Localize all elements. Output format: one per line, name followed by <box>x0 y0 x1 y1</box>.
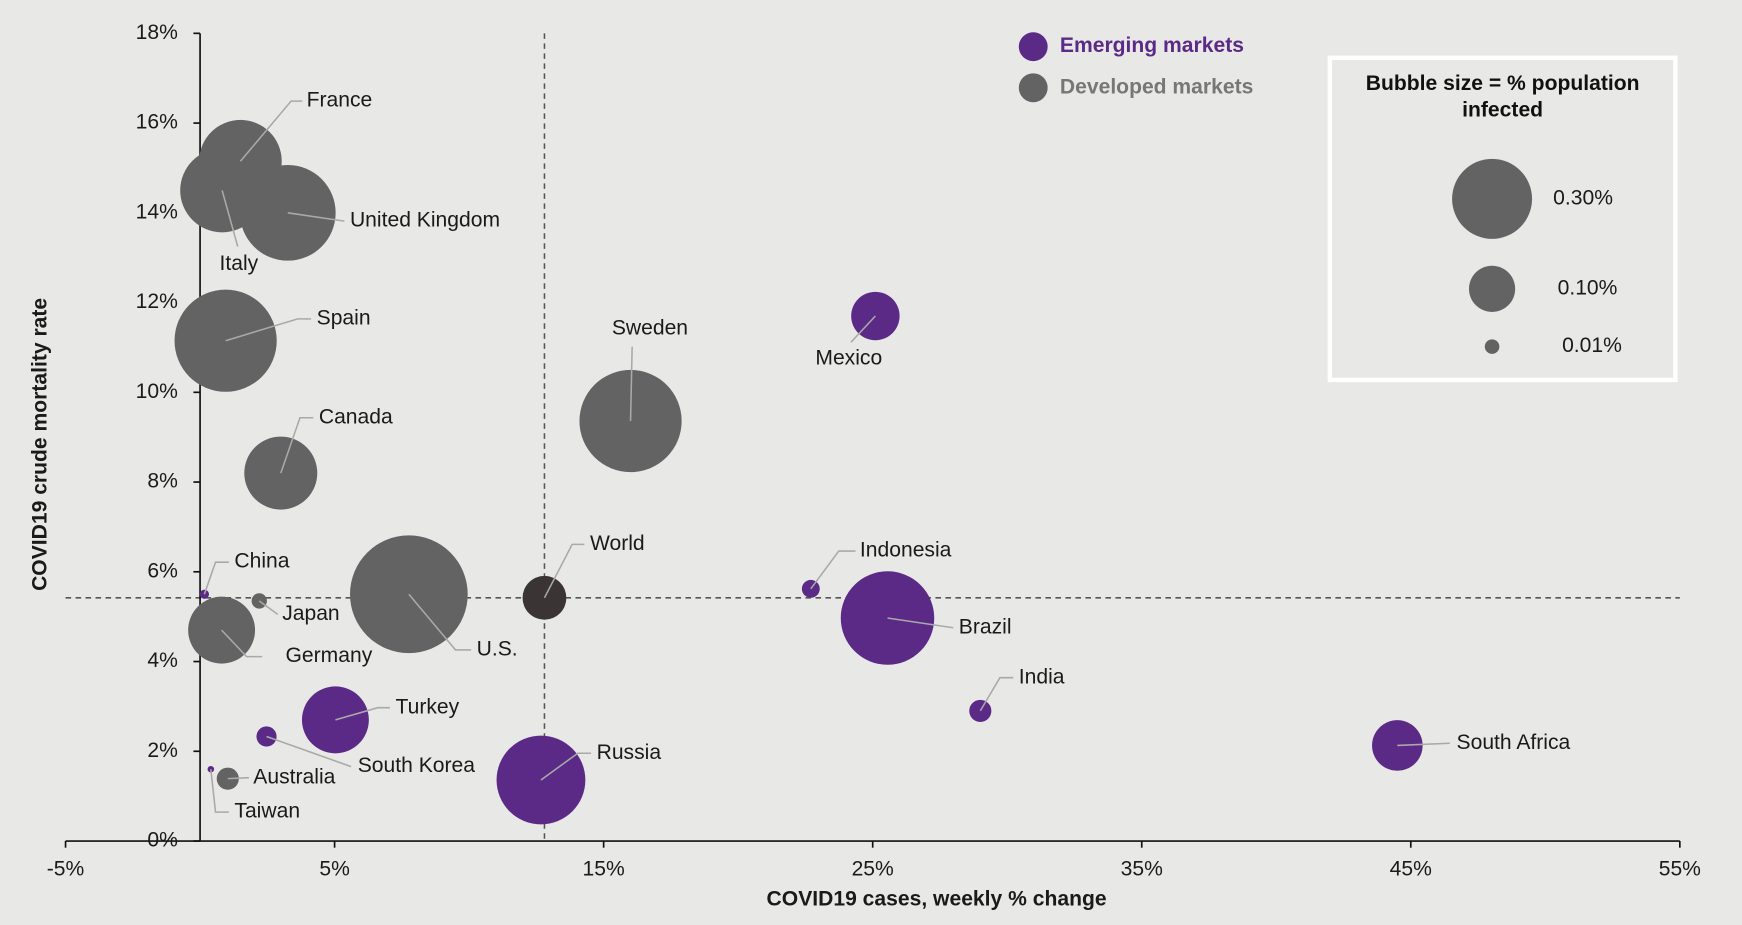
legend-marker <box>1018 32 1048 62</box>
y-tick-label: 4% <box>147 649 178 672</box>
leader-line <box>203 561 229 595</box>
bubble <box>244 436 318 510</box>
data-label: Germany <box>286 644 373 667</box>
data-label: Canada <box>319 405 393 428</box>
data-label: Indonesia <box>860 539 952 562</box>
size-legend-title: Bubble size = % population infected <box>1365 72 1640 123</box>
y-tick-label: 12% <box>136 290 178 313</box>
data-label: Taiwan <box>234 800 300 823</box>
leader-line <box>210 769 229 813</box>
data-label: Australia <box>253 765 335 788</box>
data-label: Brazil <box>959 615 1012 638</box>
data-label: Sweden <box>612 316 688 339</box>
y-tick-label: 14% <box>136 200 178 223</box>
bubble <box>199 589 209 599</box>
size-legend-bubble <box>1468 265 1516 312</box>
x-tick-label: 55% <box>1659 857 1701 880</box>
data-label: U.S. <box>477 638 518 661</box>
data-label: Spain <box>317 306 371 329</box>
leader-line <box>810 550 856 590</box>
y-tick-label: 10% <box>136 380 178 403</box>
size-legend-bubble <box>1484 339 1500 354</box>
leader-line <box>227 776 249 780</box>
size-legend-bubble <box>1452 158 1533 239</box>
y-tick-label: 18% <box>136 21 178 44</box>
leader-line <box>979 676 1014 712</box>
bubble <box>522 575 567 620</box>
data-label: World <box>590 532 645 555</box>
data-label: Turkey <box>396 695 460 718</box>
data-label: France <box>307 89 373 112</box>
bubble <box>174 289 277 392</box>
size-legend-label: 0.01% <box>1562 334 1622 357</box>
leader-line <box>287 212 345 222</box>
leader-line <box>266 735 352 768</box>
leader-line <box>221 629 263 658</box>
data-label: Japan <box>282 602 339 625</box>
y-axis-title: COVID19 crude mortality rate <box>29 298 52 591</box>
y-tick-label: 2% <box>147 739 178 762</box>
leader-line <box>225 318 312 342</box>
x-tick-label: 45% <box>1390 857 1432 880</box>
bubble <box>188 596 256 664</box>
leader-line <box>408 593 472 651</box>
y-tick-label: 16% <box>136 111 178 134</box>
size-legend-box <box>1327 55 1678 383</box>
plot: COVID19 cases, weekly % change COVID19 c… <box>29 21 1701 911</box>
size-legend-title-box: Bubble size = % population infected <box>1365 72 1640 123</box>
data-label: India <box>1019 665 1065 688</box>
x-tick-label: 15% <box>583 857 625 880</box>
leader-line <box>1397 742 1450 747</box>
data-label: South Africa <box>1457 731 1571 754</box>
y-tick-label: 6% <box>147 559 178 582</box>
leader-line <box>239 100 303 162</box>
data-label: Russia <box>597 741 662 764</box>
leader-line <box>258 600 279 616</box>
leader-line <box>850 315 876 343</box>
x-tick-label: 25% <box>852 857 894 880</box>
x-axis-title: COVID19 cases, weekly % change <box>767 887 1107 910</box>
legend-label: Developed markets <box>1060 75 1253 98</box>
legend-marker <box>1018 73 1048 103</box>
x-tick-label: 5% <box>319 857 350 880</box>
leader-line <box>280 416 314 474</box>
y-tick-label: 8% <box>147 470 178 493</box>
data-label: South Korea <box>358 754 476 777</box>
x-tick-label: 35% <box>1121 857 1163 880</box>
size-legend-label: 0.10% <box>1558 276 1618 299</box>
data-label: China <box>234 550 289 573</box>
leader-line <box>221 190 239 247</box>
x-tick-label: -5% <box>47 857 85 880</box>
data-label: United Kingdom <box>350 209 500 232</box>
bubble <box>579 369 682 473</box>
data-label: Mexico <box>815 346 882 369</box>
data-label: Italy <box>220 252 259 275</box>
size-legend-label: 0.30% <box>1553 186 1613 209</box>
leader-line <box>629 346 633 422</box>
leader-line <box>543 543 585 599</box>
legend-label: Emerging markets <box>1060 34 1244 57</box>
leader-line <box>335 706 390 721</box>
y-tick-label: 0% <box>147 829 178 852</box>
leader-line <box>887 617 954 629</box>
leader-line <box>540 752 592 781</box>
